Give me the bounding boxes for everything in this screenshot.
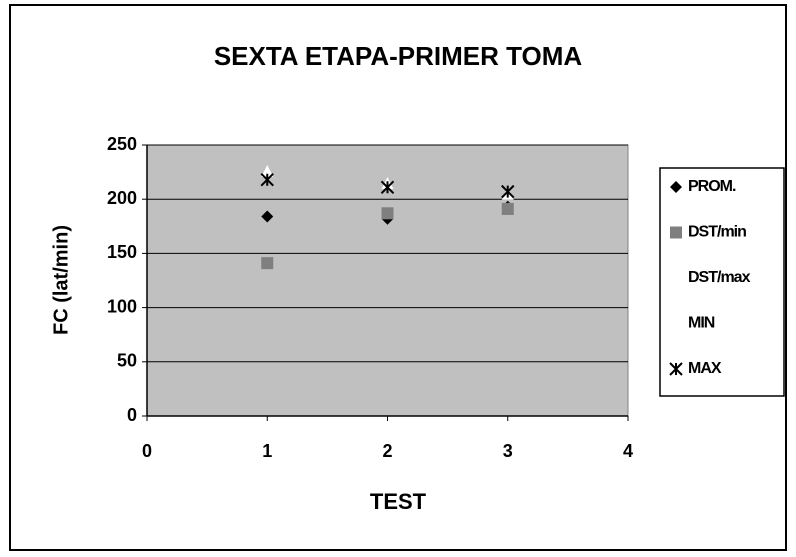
legend-label: MAX <box>688 360 722 377</box>
point <box>261 210 274 223</box>
point <box>670 226 682 239</box>
x-axis-label: TEST <box>370 489 427 514</box>
x-tick-label: 0 <box>142 441 152 461</box>
point <box>670 181 682 193</box>
point <box>501 202 514 215</box>
point <box>381 207 394 220</box>
y-axis-label: FC (lat/min) <box>50 225 72 335</box>
point <box>261 257 274 270</box>
x-tick-label: 2 <box>382 441 392 461</box>
y-tick-label: 150 <box>107 242 137 262</box>
chart-title: SEXTA ETAPA-PRIMER TOMA <box>214 41 583 71</box>
point <box>380 180 395 194</box>
y-tick-label: 200 <box>107 188 137 208</box>
y-tick-label: 250 <box>107 134 137 154</box>
point <box>261 165 274 178</box>
y-tick-label: 50 <box>117 351 137 371</box>
point <box>501 184 515 199</box>
x-tick-label: 4 <box>623 441 633 461</box>
x-tick-label: 3 <box>503 441 513 461</box>
legend-label: PROM. <box>688 178 736 195</box>
x-tick-label: 1 <box>262 441 272 461</box>
legend-label: DST/max <box>688 269 751 286</box>
point <box>669 362 683 376</box>
legend-label: DST/min <box>688 224 746 241</box>
y-tick-label: 100 <box>107 296 137 316</box>
y-tick-label: 0 <box>127 405 137 425</box>
point <box>670 272 682 284</box>
point <box>260 172 274 187</box>
legend-label: MIN <box>688 315 715 332</box>
